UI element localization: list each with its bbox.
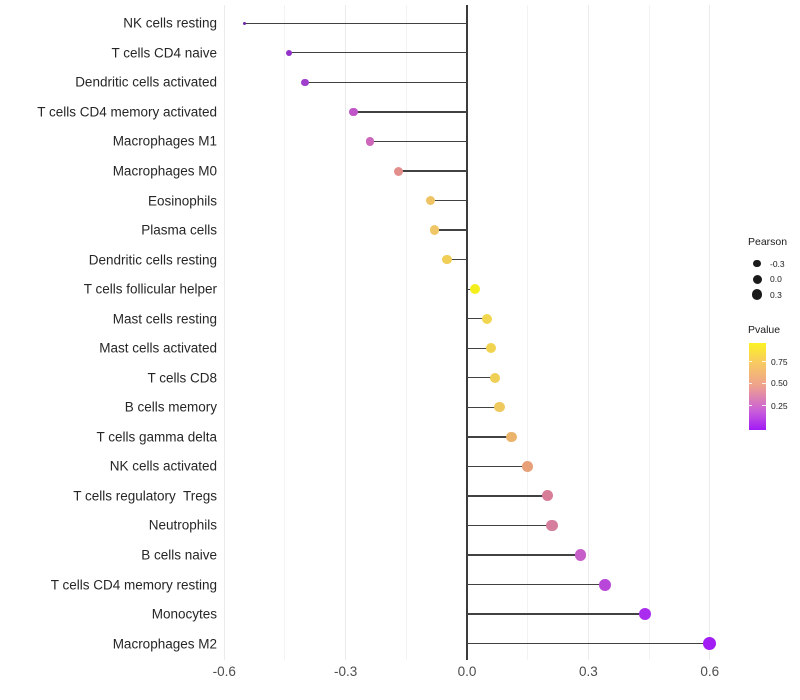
data-point-dot — [638, 607, 652, 621]
lollipop-stem — [467, 495, 548, 497]
category-label: T cells CD4 naive — [111, 45, 217, 61]
pvalue-colorbar — [748, 343, 766, 430]
category-label: Macrophages M0 — [112, 163, 217, 179]
colorbar-tick-right — [762, 404, 766, 407]
category-label: T cells gamma delta — [96, 429, 217, 445]
minor-gridline — [284, 5, 286, 660]
major-gridline — [345, 5, 347, 660]
lollipop-stem — [467, 347, 492, 349]
category-label: T cells regulatory Tregs — [73, 488, 217, 504]
size-legend-dot — [751, 289, 763, 300]
zero-axis-line — [466, 5, 468, 660]
size-legend-dot — [752, 274, 762, 284]
size-legend-label: 0.0 — [770, 274, 782, 284]
category-label: Macrophages M1 — [112, 133, 217, 149]
colorbar-tick-left — [748, 404, 752, 407]
data-point-dot — [242, 21, 247, 26]
lollipop-stem — [244, 22, 467, 24]
lollipop-stem — [467, 465, 528, 468]
minor-gridline — [527, 5, 529, 660]
lollipop-stem — [467, 318, 488, 320]
colorbar-tick-left — [748, 382, 752, 385]
data-point-dot — [429, 225, 440, 235]
x-tick-label: 0.3 — [578, 664, 598, 679]
data-point-dot — [486, 343, 497, 354]
data-point-dot — [365, 137, 375, 146]
lollipop-stem — [305, 81, 467, 84]
size-legend-label: -0.3 — [770, 258, 785, 269]
data-point-dot — [425, 195, 436, 206]
data-point-dot — [574, 549, 587, 561]
data-point-dot — [598, 578, 611, 591]
category-label: Mast cells activated — [99, 340, 217, 356]
lollipop-stem — [467, 377, 496, 379]
data-point-dot — [349, 107, 358, 117]
category-label: T cells CD8 — [147, 370, 217, 386]
colorbar-tick-label: 0.50 — [771, 378, 788, 389]
data-point-dot — [703, 636, 717, 651]
category-label: B cells memory — [124, 399, 217, 415]
size-legend-dot — [753, 259, 761, 268]
data-point-dot — [490, 372, 501, 383]
category-label: T cells CD4 memory resting — [50, 577, 217, 593]
category-label: T cells CD4 memory activated — [37, 104, 217, 120]
category-label: NK cells resting — [123, 15, 217, 31]
data-point-dot — [301, 78, 309, 87]
lollipop-stem — [467, 524, 552, 527]
lollipop-stem — [434, 229, 467, 231]
data-point-dot — [442, 254, 452, 265]
data-point-dot — [506, 431, 517, 443]
category-label: Dendritic cells resting — [88, 252, 217, 268]
data-point-dot — [522, 461, 534, 472]
size-legend-label: 0.3 — [770, 289, 782, 300]
minor-gridline — [648, 5, 650, 660]
category-label: Mast cells resting — [112, 311, 217, 327]
category-label: B cells naive — [141, 547, 217, 563]
lollipop-stem — [398, 170, 467, 172]
lollipop-stem — [369, 140, 467, 143]
data-point-dot — [482, 313, 493, 324]
data-point-dot — [470, 284, 481, 295]
color-legend-title: Pvalue — [748, 324, 781, 336]
category-label: Monocytes — [151, 606, 217, 622]
data-point-dot — [494, 402, 505, 413]
colorbar-tick-left — [748, 360, 752, 363]
x-tick-label: -0.6 — [212, 664, 236, 679]
category-label: Neutrophils — [148, 517, 217, 533]
category-label: T cells follicular helper — [83, 281, 217, 297]
minor-gridline — [405, 5, 407, 660]
data-point-dot — [285, 49, 293, 57]
data-point-dot — [393, 166, 403, 176]
category-label: Macrophages M2 — [112, 636, 217, 652]
lollipop-stem — [353, 111, 467, 113]
data-point-dot — [542, 490, 554, 502]
major-gridline — [223, 5, 225, 660]
category-label: Eosinophils — [147, 193, 217, 209]
major-gridline — [709, 5, 711, 660]
lollipop-stem — [467, 554, 581, 556]
colorbar-tick-label: 0.75 — [771, 356, 788, 367]
category-label: Plasma cells — [141, 222, 217, 238]
x-tick-label: -0.3 — [333, 664, 358, 679]
category-label: Dendritic cells activated — [75, 74, 217, 90]
x-tick-label: 0.0 — [457, 664, 477, 679]
colorbar-tick-label: 0.25 — [771, 400, 788, 411]
lollipop-stem — [467, 406, 500, 408]
lollipop-stem — [446, 258, 467, 261]
lollipop-stem — [467, 583, 605, 586]
category-label: NK cells activated — [109, 458, 217, 474]
size-legend-title: Pearson — [748, 236, 788, 248]
lollipop-stem — [467, 436, 512, 438]
data-point-dot — [546, 519, 558, 532]
major-gridline — [587, 5, 589, 660]
colorbar-tick-right — [762, 382, 766, 385]
lollipop-stem — [467, 613, 646, 615]
colorbar-tick-right — [762, 360, 766, 363]
lollipop-stem — [430, 199, 467, 202]
x-tick-label: 0.6 — [700, 664, 720, 679]
lollipop-stem — [288, 52, 467, 54]
lollipop-stem — [467, 642, 710, 645]
